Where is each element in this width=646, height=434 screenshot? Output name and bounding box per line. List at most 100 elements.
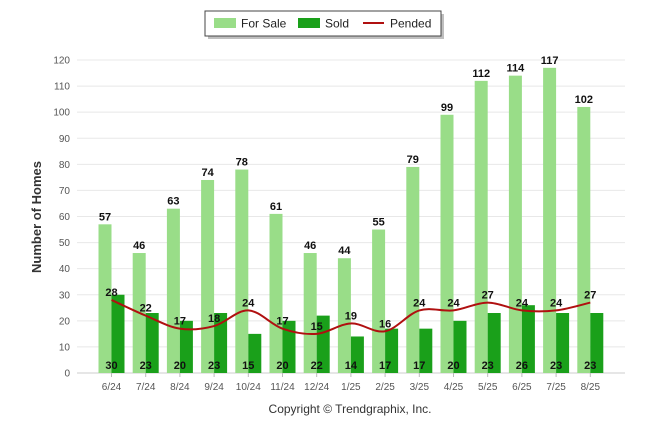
bar-sold [521, 305, 535, 373]
x-axis-ticks: 6/24 7/24 8/24 9/24 10/24 11/24 12/24 1/25 2/25 3… [102, 373, 601, 393]
x-tick-label: 1/25 [341, 382, 361, 393]
legend-box [204, 10, 442, 37]
label-pended: 27 [584, 290, 596, 302]
x-tick-label: 11/24 [270, 382, 295, 393]
bar-sold [282, 320, 296, 373]
label-pended: 22 [140, 303, 152, 315]
label-sold: 23 [208, 360, 220, 372]
bar-for-sale [543, 67, 557, 373]
y-tick-label: 100 [53, 108, 70, 119]
x-tick-label: 6/25 [512, 382, 532, 393]
label-sold: 23 [482, 360, 494, 372]
bar-sold [487, 313, 501, 373]
gridlines [77, 59, 625, 374]
bar-sold [179, 320, 193, 373]
bar-for-sale [337, 258, 351, 373]
label-for-sale: 57 [99, 211, 111, 223]
x-tick-label: 9/24 [204, 382, 224, 393]
label-for-sale: 55 [372, 217, 384, 229]
bar-for-sale [406, 166, 420, 373]
y-tick-label: 30 [59, 290, 71, 301]
x-tick-label: 10/24 [236, 382, 261, 393]
label-for-sale: 99 [441, 102, 453, 114]
x-tick-label: 12/24 [304, 382, 329, 393]
legend: For Sale Sold Pended [204, 10, 444, 39]
bar-sold [248, 333, 262, 373]
y-tick-label: 20 [59, 316, 71, 327]
legend-swatch-for-sale [214, 18, 236, 28]
bar-for-sale [269, 213, 283, 373]
label-for-sale: 112 [472, 68, 490, 80]
label-pended: 15 [311, 321, 323, 333]
bar-for-sale [474, 80, 488, 373]
bar-sold [111, 294, 125, 373]
bar-for-sale [577, 106, 591, 373]
label-pended: 17 [276, 316, 288, 328]
y-axis-ticks: 0 10 20 30 40 50 60 70 80 90 100 110 120 [53, 56, 70, 380]
label-for-sale: 44 [338, 245, 351, 257]
label-sold: 17 [413, 360, 425, 372]
label-pended: 18 [208, 313, 220, 325]
y-tick-label: 60 [59, 212, 71, 223]
label-pended: 17 [174, 316, 186, 328]
y-tick-label: 40 [59, 264, 71, 275]
legend-label-sold: Sold [325, 17, 349, 31]
bar-for-sale [303, 253, 317, 373]
bar-sold [556, 313, 570, 373]
bar-sold [385, 328, 399, 373]
label-sold: 14 [345, 360, 358, 372]
x-tick-label: 8/25 [581, 382, 601, 393]
label-sold: 20 [276, 360, 288, 372]
label-pended: 27 [482, 290, 494, 302]
y-tick-label: 10 [59, 342, 71, 353]
label-for-sale: 117 [541, 55, 559, 67]
label-sold: 22 [311, 360, 323, 372]
y-tick-label: 120 [53, 56, 70, 67]
bar-for-sale [372, 229, 386, 373]
label-pended: 24 [242, 297, 255, 309]
legend-label-pended: Pended [390, 17, 431, 31]
y-tick-label: 80 [59, 160, 71, 171]
label-for-sale: 79 [407, 154, 419, 166]
label-sold: 30 [105, 360, 117, 372]
y-tick-label: 90 [59, 134, 71, 145]
label-for-sale: 114 [507, 63, 526, 75]
bar-for-sale [166, 208, 180, 373]
label-for-sale: 78 [236, 157, 248, 169]
label-for-sale: 102 [575, 94, 593, 106]
y-axis-title: Number of Homes [29, 161, 44, 273]
x-tick-label: 4/25 [444, 382, 464, 393]
bar-for-sale [201, 179, 215, 373]
bar-for-sale [235, 169, 249, 373]
label-for-sale: 61 [270, 201, 282, 213]
label-pended: 24 [413, 297, 426, 309]
label-sold: 20 [174, 360, 186, 372]
label-pended: 24 [550, 297, 563, 309]
bar-sold [145, 313, 159, 373]
bar-for-sale [98, 224, 112, 373]
label-sold: 23 [140, 360, 152, 372]
bar-sold [350, 336, 364, 373]
bar-for-sale [508, 75, 522, 374]
label-sold: 26 [516, 360, 528, 372]
label-for-sale: 63 [167, 196, 179, 208]
x-tick-label: 6/24 [102, 382, 122, 393]
y-tick-label: 0 [64, 369, 70, 380]
bar-for-sale [440, 114, 454, 374]
label-pended: 24 [447, 297, 460, 309]
bar-sold [316, 315, 330, 373]
label-sold: 17 [379, 360, 391, 372]
x-tick-label: 3/25 [410, 382, 430, 393]
legend-label-for-sale: For Sale [241, 17, 287, 31]
x-tick-label: 7/24 [136, 382, 156, 393]
label-for-sale: 46 [133, 240, 145, 252]
pended-line [111, 299, 591, 336]
copyright-footer: Copyright © Trendgraphix, Inc. [269, 402, 432, 416]
x-tick-label: 8/24 [170, 382, 190, 393]
label-for-sale: 74 [201, 167, 214, 179]
label-for-sale: 46 [304, 240, 316, 252]
y-tick-label: 70 [59, 186, 71, 197]
pended-line-path [111, 299, 591, 336]
label-pended: 24 [516, 297, 529, 309]
